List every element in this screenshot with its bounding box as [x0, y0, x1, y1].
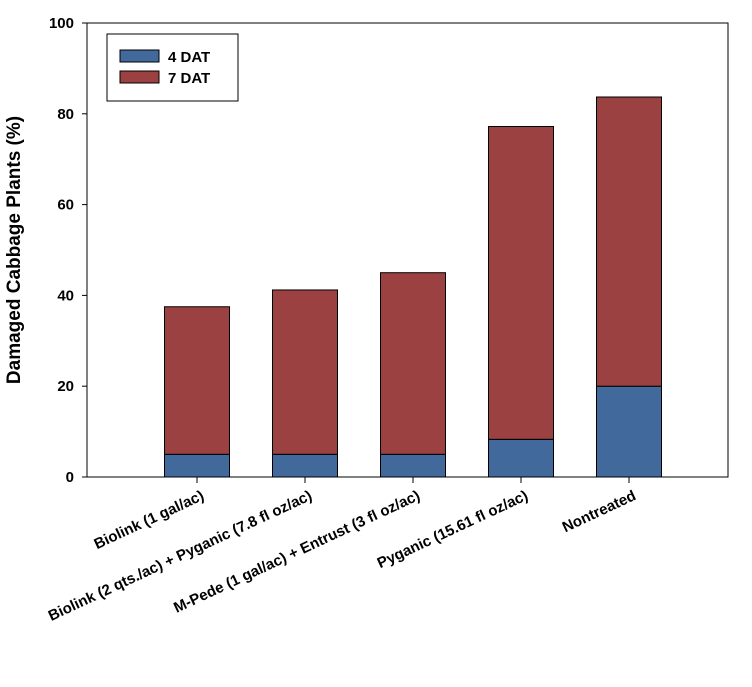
- legend-box: [106, 33, 239, 102]
- x-axis: Biolink (1 gal/ac)Biolink (2 qts./ac) + …: [46, 477, 639, 625]
- x-category-label-5: Nontreated: [560, 487, 639, 536]
- bars: [164, 96, 662, 478]
- legend: 4 DAT 7 DAT: [106, 33, 239, 102]
- legend-swatch-4-dat: [119, 49, 160, 63]
- bar-7-dat-2: [272, 289, 338, 455]
- y-tick-label-100: 100: [49, 15, 74, 32]
- bar-4-dat-4: [488, 438, 554, 478]
- bar-7-dat-3: [380, 272, 446, 455]
- bar-7-dat-1: [164, 306, 230, 455]
- legend-label-4-dat: 4 DAT: [168, 49, 210, 66]
- bar-4-dat-1: [164, 453, 230, 478]
- legend-label-7-dat: 7 DAT: [168, 70, 210, 87]
- legend-swatch-7-dat: [119, 70, 160, 84]
- bar-7-dat-4: [488, 126, 554, 440]
- y-tick-label-20: 20: [57, 378, 74, 395]
- bar-4-dat-3: [380, 453, 446, 478]
- bar-4-dat-2: [272, 453, 338, 478]
- bar-7-dat-5: [596, 96, 662, 387]
- y-tick-label-60: 60: [57, 197, 74, 214]
- bar-4-dat-5: [596, 385, 662, 478]
- y-axis: 0 20 40 60 80 100: [49, 15, 87, 486]
- y-axis-title: Damaged Cabbage Plants (%): [4, 116, 25, 384]
- y-tick-label-0: 0: [66, 469, 74, 486]
- y-tick-label-80: 80: [57, 106, 74, 123]
- y-tick-label-40: 40: [57, 287, 74, 304]
